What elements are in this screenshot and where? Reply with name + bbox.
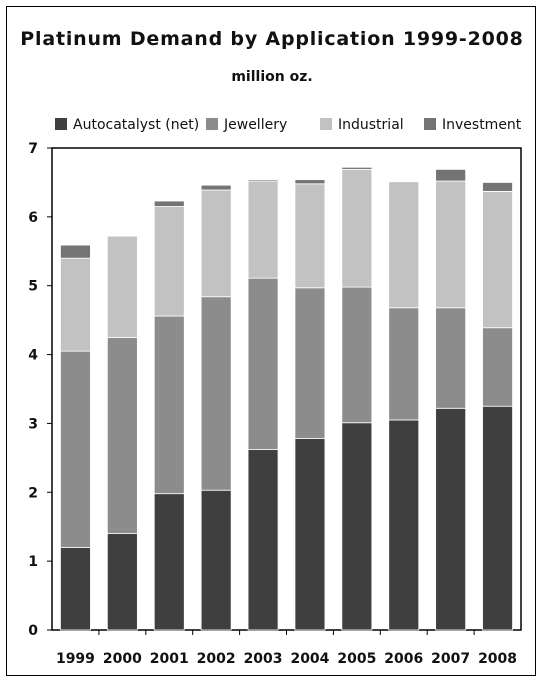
- y-tick-label: 5: [28, 279, 38, 295]
- bar-industrial-2004: [294, 183, 326, 289]
- bar-autocatalyst-net-2000: [106, 533, 138, 631]
- legend-label: Autocatalyst (net): [73, 117, 199, 133]
- bar-industrial-2003: [247, 180, 279, 279]
- x-tick-label: 2000: [103, 651, 142, 667]
- chart-title: Platinum Demand by Application 1999-2008: [20, 28, 524, 50]
- y-tick-label: 7: [28, 141, 38, 157]
- y-tick-label: 1: [28, 554, 38, 570]
- x-tick-label: 2001: [150, 651, 189, 667]
- legend-label: Jewellery: [223, 117, 287, 133]
- bar-industrial-2006: [388, 181, 420, 309]
- bar-autocatalyst-net-2005: [341, 422, 373, 631]
- x-tick-label: 2007: [431, 651, 470, 667]
- x-tick-label: 2002: [197, 651, 236, 667]
- bar-autocatalyst-net-2001: [153, 493, 185, 631]
- bar-industrial-2005: [341, 168, 373, 288]
- bar-industrial-2001: [153, 206, 185, 317]
- bar-investment-2007: [435, 168, 467, 182]
- y-tick-label: 4: [28, 348, 38, 364]
- bar-jewellery-2008: [482, 327, 513, 407]
- bar-industrial-2008: [482, 190, 513, 329]
- bar-investment-2008: [482, 182, 513, 192]
- bar-investment-2001: [153, 200, 185, 207]
- bar-jewellery-2002: [200, 296, 232, 491]
- bar-industrial-2000: [106, 235, 138, 338]
- bar-autocatalyst-net-2002: [200, 489, 232, 631]
- bar-investment-2002: [200, 184, 232, 191]
- bar-jewellery-2000: [106, 336, 138, 535]
- legend-swatch: [206, 118, 218, 130]
- bar-jewellery-2007: [435, 307, 467, 409]
- y-tick-label: 6: [28, 210, 38, 226]
- bar-autocatalyst-net-2004: [294, 438, 326, 631]
- legend-swatch: [424, 118, 436, 130]
- y-tick-label: 2: [28, 485, 38, 501]
- bar-industrial-2002: [200, 189, 232, 298]
- legend-swatch: [55, 118, 67, 130]
- x-tick-label: 2005: [337, 651, 376, 667]
- legend-label: Investment: [442, 117, 522, 133]
- bar-jewellery-2005: [341, 286, 373, 424]
- bar-investment-2004: [294, 179, 326, 185]
- bar-autocatalyst-net-1999: [60, 546, 91, 631]
- chart-subtitle: million oz.: [231, 69, 313, 85]
- bar-autocatalyst-net-2008: [482, 405, 513, 631]
- bar-autocatalyst-net-2003: [247, 449, 279, 631]
- legend-swatch: [320, 118, 332, 130]
- bar-jewellery-2003: [247, 277, 279, 450]
- bar-investment-1999: [60, 244, 91, 259]
- x-tick-label: 2004: [290, 651, 329, 667]
- bar-jewellery-2004: [294, 287, 326, 439]
- bar-autocatalyst-net-2007: [435, 407, 467, 631]
- x-tick-label: 1999: [56, 651, 95, 667]
- x-tick-label: 2006: [384, 651, 423, 667]
- bar-autocatalyst-net-2006: [388, 419, 420, 631]
- bar-investment-2003: [247, 179, 279, 182]
- bar-jewellery-2006: [388, 307, 420, 421]
- bar-industrial-2007: [435, 180, 467, 309]
- x-tick-label: 2003: [244, 651, 283, 667]
- x-tick-label: 2008: [478, 651, 517, 667]
- y-tick-label: 3: [28, 416, 38, 432]
- bar-jewellery-1999: [60, 350, 91, 548]
- bar-jewellery-2001: [153, 315, 185, 495]
- bar-investment-2005: [341, 166, 373, 170]
- legend-label: Industrial: [338, 117, 404, 133]
- bar-industrial-1999: [60, 257, 91, 352]
- y-tick-label: 0: [28, 623, 38, 639]
